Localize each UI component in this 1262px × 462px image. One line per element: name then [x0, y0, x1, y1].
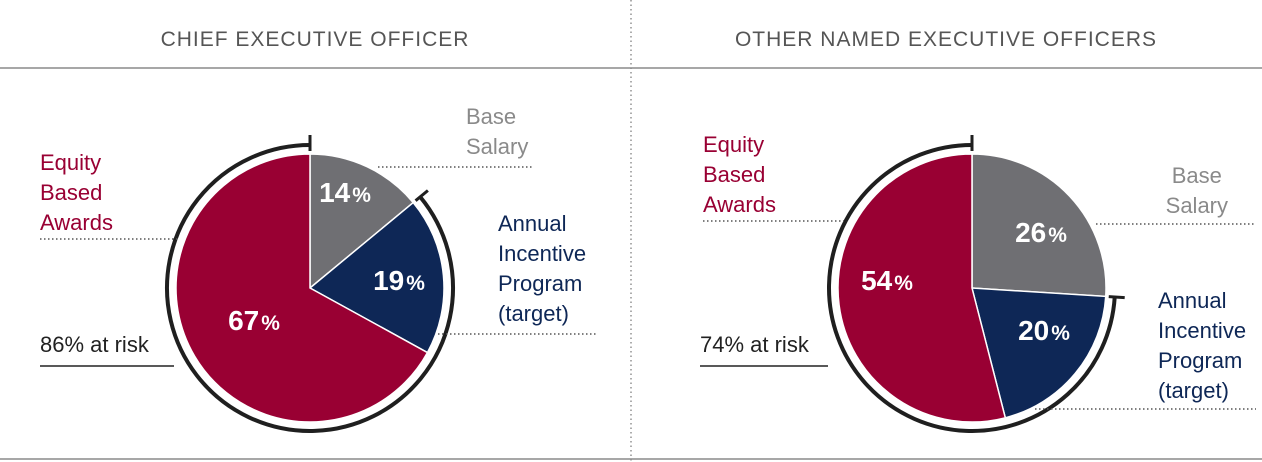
neo-annual-incentive-label: Annual Incentive Program (target) — [1158, 288, 1252, 403]
ceo-annual-incentive-label: Annual Incentive Program (target) — [498, 211, 592, 326]
neo-pie-chart: 26% 20% 54% — [827, 135, 1125, 433]
ceo-pct-base-salary: 14% — [319, 177, 371, 208]
ceo-at-risk-label: 86% at risk — [40, 332, 150, 357]
ceo-equity-label: Equity Based Awards — [40, 150, 113, 235]
ceo-slice-base-salary — [309, 153, 415, 290]
ceo-at-risk-arc — [165, 143, 455, 433]
neo-pct-equity: 54% — [861, 265, 913, 296]
neo-pct-annual-incentive: 20% — [1018, 315, 1070, 346]
neo-labels: Base Salary Annual Incentive Program (ta… — [700, 132, 1252, 403]
neo-base-salary-label: Base Salary — [1166, 163, 1228, 218]
neo-slice-annual-incentive — [971, 287, 1107, 419]
ceo-at-risk-tick-start — [414, 189, 429, 202]
neo-pct-base-salary: 26% — [1015, 217, 1067, 248]
ceo-base-salary-label: Base Salary — [466, 104, 528, 159]
ceo-labels: Base Salary Annual Incentive Program (ta… — [40, 104, 592, 357]
neo-panel-title: OTHER NAMED EXECUTIVE OFFICERS — [735, 28, 1157, 51]
ceo-slice-annual-incentive — [308, 201, 445, 354]
ceo-pie-chart: 14% 19% 67% — [165, 135, 455, 433]
ceo-pct-annual-incentive: 19% — [373, 265, 425, 296]
neo-equity-label: Equity Based Awards — [703, 132, 776, 217]
neo-at-risk-arc — [827, 143, 1117, 433]
ceo-pct-equity: 67% — [228, 305, 280, 336]
neo-at-risk-tick-start — [1108, 295, 1125, 300]
ceo-panel-title: CHIEF EXECUTIVE OFFICER — [161, 28, 470, 51]
neo-at-risk-label: 74% at risk — [700, 332, 810, 357]
ceo-slice-equity — [175, 153, 429, 423]
neo-slice-base-salary — [971, 153, 1107, 298]
neo-slice-equity — [837, 153, 1007, 423]
leader-lines — [40, 166, 1256, 410]
